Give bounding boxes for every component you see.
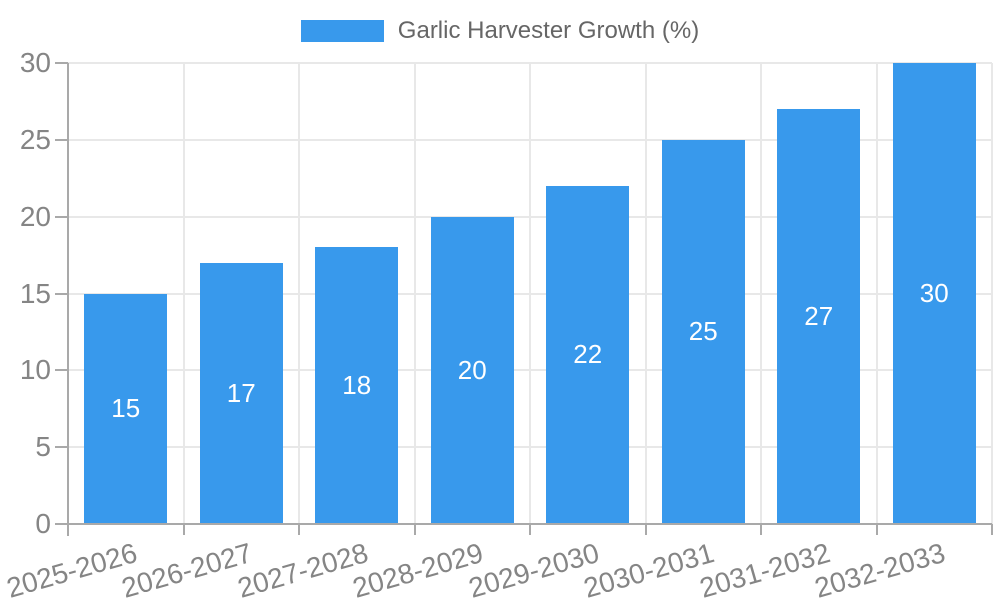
bar-value-label: 15 xyxy=(111,393,141,424)
x-gridline xyxy=(413,63,416,524)
x-tick-label: 2028-2029 xyxy=(349,537,487,600)
x-gridline xyxy=(760,63,762,524)
x-tick xyxy=(644,524,647,535)
bar: 15 xyxy=(84,293,168,524)
bar-value-label: 27 xyxy=(804,301,834,332)
bar: 27 xyxy=(777,109,861,524)
y-tick-label: 15 xyxy=(19,277,51,309)
bar: 17 xyxy=(199,262,283,524)
y-tick-label: 5 xyxy=(35,431,51,463)
x-tick xyxy=(182,524,185,535)
x-tick-label: 2029-2030 xyxy=(465,537,603,600)
y-tick xyxy=(55,138,68,141)
x-gridline xyxy=(298,63,300,524)
y-tick-label: 25 xyxy=(19,123,51,155)
bar: 22 xyxy=(546,185,630,524)
y-tick-label: 10 xyxy=(19,354,51,386)
x-tick xyxy=(413,524,416,535)
legend-item[interactable]: Garlic Harvester Growth (%) xyxy=(300,17,700,44)
legend-label: Garlic Harvester Growth (%) xyxy=(397,17,700,44)
y-tick xyxy=(55,369,68,372)
x-tick xyxy=(298,524,300,535)
x-gridline xyxy=(529,63,531,524)
x-tick-label: 2026-2027 xyxy=(118,537,256,600)
y-tick xyxy=(55,62,68,64)
y-tick-label: 30 xyxy=(19,47,51,78)
x-gridline xyxy=(644,63,647,524)
y-tick xyxy=(55,215,68,218)
y-axis-line xyxy=(67,63,69,536)
y-tick-label: 0 xyxy=(35,508,51,539)
x-gridline xyxy=(875,63,878,524)
x-tick-label: 2025-2026 xyxy=(3,537,141,600)
bar-value-label: 17 xyxy=(226,377,256,408)
x-tick xyxy=(875,524,878,535)
bar: 18 xyxy=(315,247,399,524)
bar: 30 xyxy=(892,63,976,524)
x-tick xyxy=(991,524,993,535)
bar-value-label: 18 xyxy=(342,370,372,401)
x-gridline xyxy=(991,63,993,524)
y-tick xyxy=(55,446,68,449)
chart-legend: Garlic Harvester Growth (%) xyxy=(0,19,1000,43)
bar-value-label: 20 xyxy=(457,354,487,385)
x-tick-label: 2031-2032 xyxy=(696,537,834,600)
bar: 20 xyxy=(430,216,514,524)
bar-value-label: 22 xyxy=(573,339,603,370)
bar: 25 xyxy=(661,139,745,524)
x-tick-label: 2027-2028 xyxy=(234,537,372,600)
x-tick xyxy=(529,524,531,535)
x-tick-label: 2030-2031 xyxy=(580,537,718,600)
bar-value-label: 25 xyxy=(688,316,718,347)
x-tick xyxy=(760,524,762,535)
legend-swatch xyxy=(300,20,384,42)
x-axis-line xyxy=(68,523,992,525)
y-tick-label: 20 xyxy=(19,200,51,232)
bar-value-label: 30 xyxy=(919,278,949,308)
x-tick-label: 2032-2033 xyxy=(811,537,949,600)
x-gridline xyxy=(182,63,185,524)
y-tick xyxy=(55,523,68,525)
y-tick xyxy=(55,292,68,295)
